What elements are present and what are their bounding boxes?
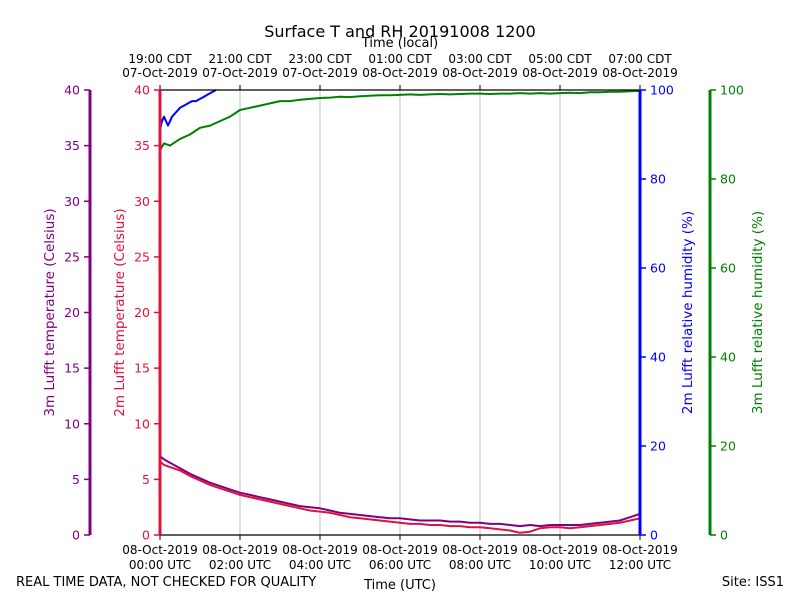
bottom-tick-time: 04:00 UTC: [289, 558, 351, 572]
t2m-tick-label: 15: [134, 361, 150, 376]
t2m-tick-label: 20: [134, 305, 150, 320]
top-tick-time: 03:00 CDT: [448, 52, 512, 66]
bottom-tick-time: 10:00 UTC: [529, 558, 591, 572]
top-tick-time: 21:00 CDT: [208, 52, 272, 66]
top-x-axis-label: Time (local): [361, 36, 438, 51]
grid-lines: [239, 90, 561, 535]
top-tick-date: 08-Oct-2019: [522, 66, 598, 80]
bottom-tick-date: 08-Oct-2019: [202, 543, 278, 557]
bottom-tick-date: 08-Oct-2019: [362, 543, 438, 557]
t3m-tick-label: 10: [64, 416, 80, 431]
rh3m-tick-label: 40: [720, 350, 736, 365]
t2m-axis-label: 2m Lufft temperature (Celsius): [112, 208, 128, 416]
top-tick-date: 07-Oct-2019: [282, 66, 358, 80]
rh3m-tick-label: 100: [720, 83, 744, 98]
plot-series: [159, 89, 641, 534]
t2m-tick-label: 25: [134, 249, 150, 264]
chart-title: Surface T and RH 20191008 1200: [264, 22, 536, 41]
t2m-tick-label: 10: [134, 416, 150, 431]
bottom-tick-date: 08-Oct-2019: [442, 543, 518, 557]
top-tick-date: 08-Oct-2019: [442, 66, 518, 80]
quality-notice: REAL TIME DATA, NOT CHECKED FOR QUALITY: [16, 575, 317, 590]
t2m-tick-label: 35: [134, 138, 150, 153]
bottom-tick-time: 12:00 UTC: [609, 558, 671, 572]
bottom-tick-date: 08-Oct-2019: [602, 543, 678, 557]
top-tick-date: 08-Oct-2019: [362, 66, 438, 80]
bottom-tick-time: 06:00 UTC: [369, 558, 431, 572]
rh3m-axis-label: 3m Lufft relative humidity (%): [750, 211, 766, 414]
rh2m-tick-label: 60: [650, 261, 666, 276]
rh3m-series-line: [159, 89, 641, 151]
t3m-tick-label: 5: [72, 472, 80, 487]
t3m-series-line: [159, 455, 641, 528]
top-tick-date: 08-Oct-2019: [602, 66, 678, 80]
bottom-x-axis-label: Time (UTC): [363, 578, 436, 593]
rh2m-tick-label: 80: [650, 172, 666, 187]
rh3m-tick-label: 20: [720, 439, 736, 454]
t2m-series-line: [159, 460, 641, 534]
rh2m-tick-label: 0: [650, 528, 658, 543]
t3m-tick-label: 0: [72, 528, 80, 543]
bottom-tick-date: 08-Oct-2019: [122, 543, 198, 557]
bottom-tick-time: 02:00 UTC: [209, 558, 271, 572]
bottom-tick-time: 08:00 UTC: [449, 558, 511, 572]
t3m-tick-label: 40: [64, 83, 80, 98]
top-tick-time: 23:00 CDT: [288, 52, 352, 66]
rh3m-tick-label: 0: [720, 528, 728, 543]
t3m-tick-label: 35: [64, 138, 80, 153]
top-tick-time: 19:00 CDT: [128, 52, 192, 66]
bottom-tick-date: 08-Oct-2019: [282, 543, 358, 557]
rh2m-series-line: [159, 89, 217, 131]
t3m-tick-label: 20: [64, 305, 80, 320]
t2m-tick-label: 0: [142, 528, 150, 543]
rh3m-tick-label: 60: [720, 261, 736, 276]
t3m-tick-label: 30: [64, 194, 80, 209]
rh3m-tick-label: 80: [720, 172, 736, 187]
t3m-tick-label: 15: [64, 361, 80, 376]
rh2m-tick-label: 40: [650, 350, 666, 365]
top-tick-time: 01:00 CDT: [368, 52, 432, 66]
rh2m-axis-label: 2m Lufft relative humidity (%): [680, 211, 696, 414]
top-tick-date: 07-Oct-2019: [122, 66, 198, 80]
top-tick-time: 07:00 CDT: [608, 52, 672, 66]
rh2m-tick-label: 100: [650, 83, 674, 98]
bottom-tick-time: 00:00 UTC: [129, 558, 191, 572]
t2m-tick-label: 5: [142, 472, 150, 487]
site-label: Site: ISS1: [721, 575, 784, 590]
t3m-axis-label: 3m Lufft temperature (Celsius): [42, 208, 58, 416]
top-tick-date: 07-Oct-2019: [202, 66, 278, 80]
bottom-tick-date: 08-Oct-2019: [522, 543, 598, 557]
t3m-tick-label: 25: [64, 249, 80, 264]
rh2m-tick-label: 20: [650, 439, 666, 454]
top-tick-time: 05:00 CDT: [528, 52, 592, 66]
t2m-tick-label: 40: [134, 83, 150, 98]
t2m-tick-label: 30: [134, 194, 150, 209]
